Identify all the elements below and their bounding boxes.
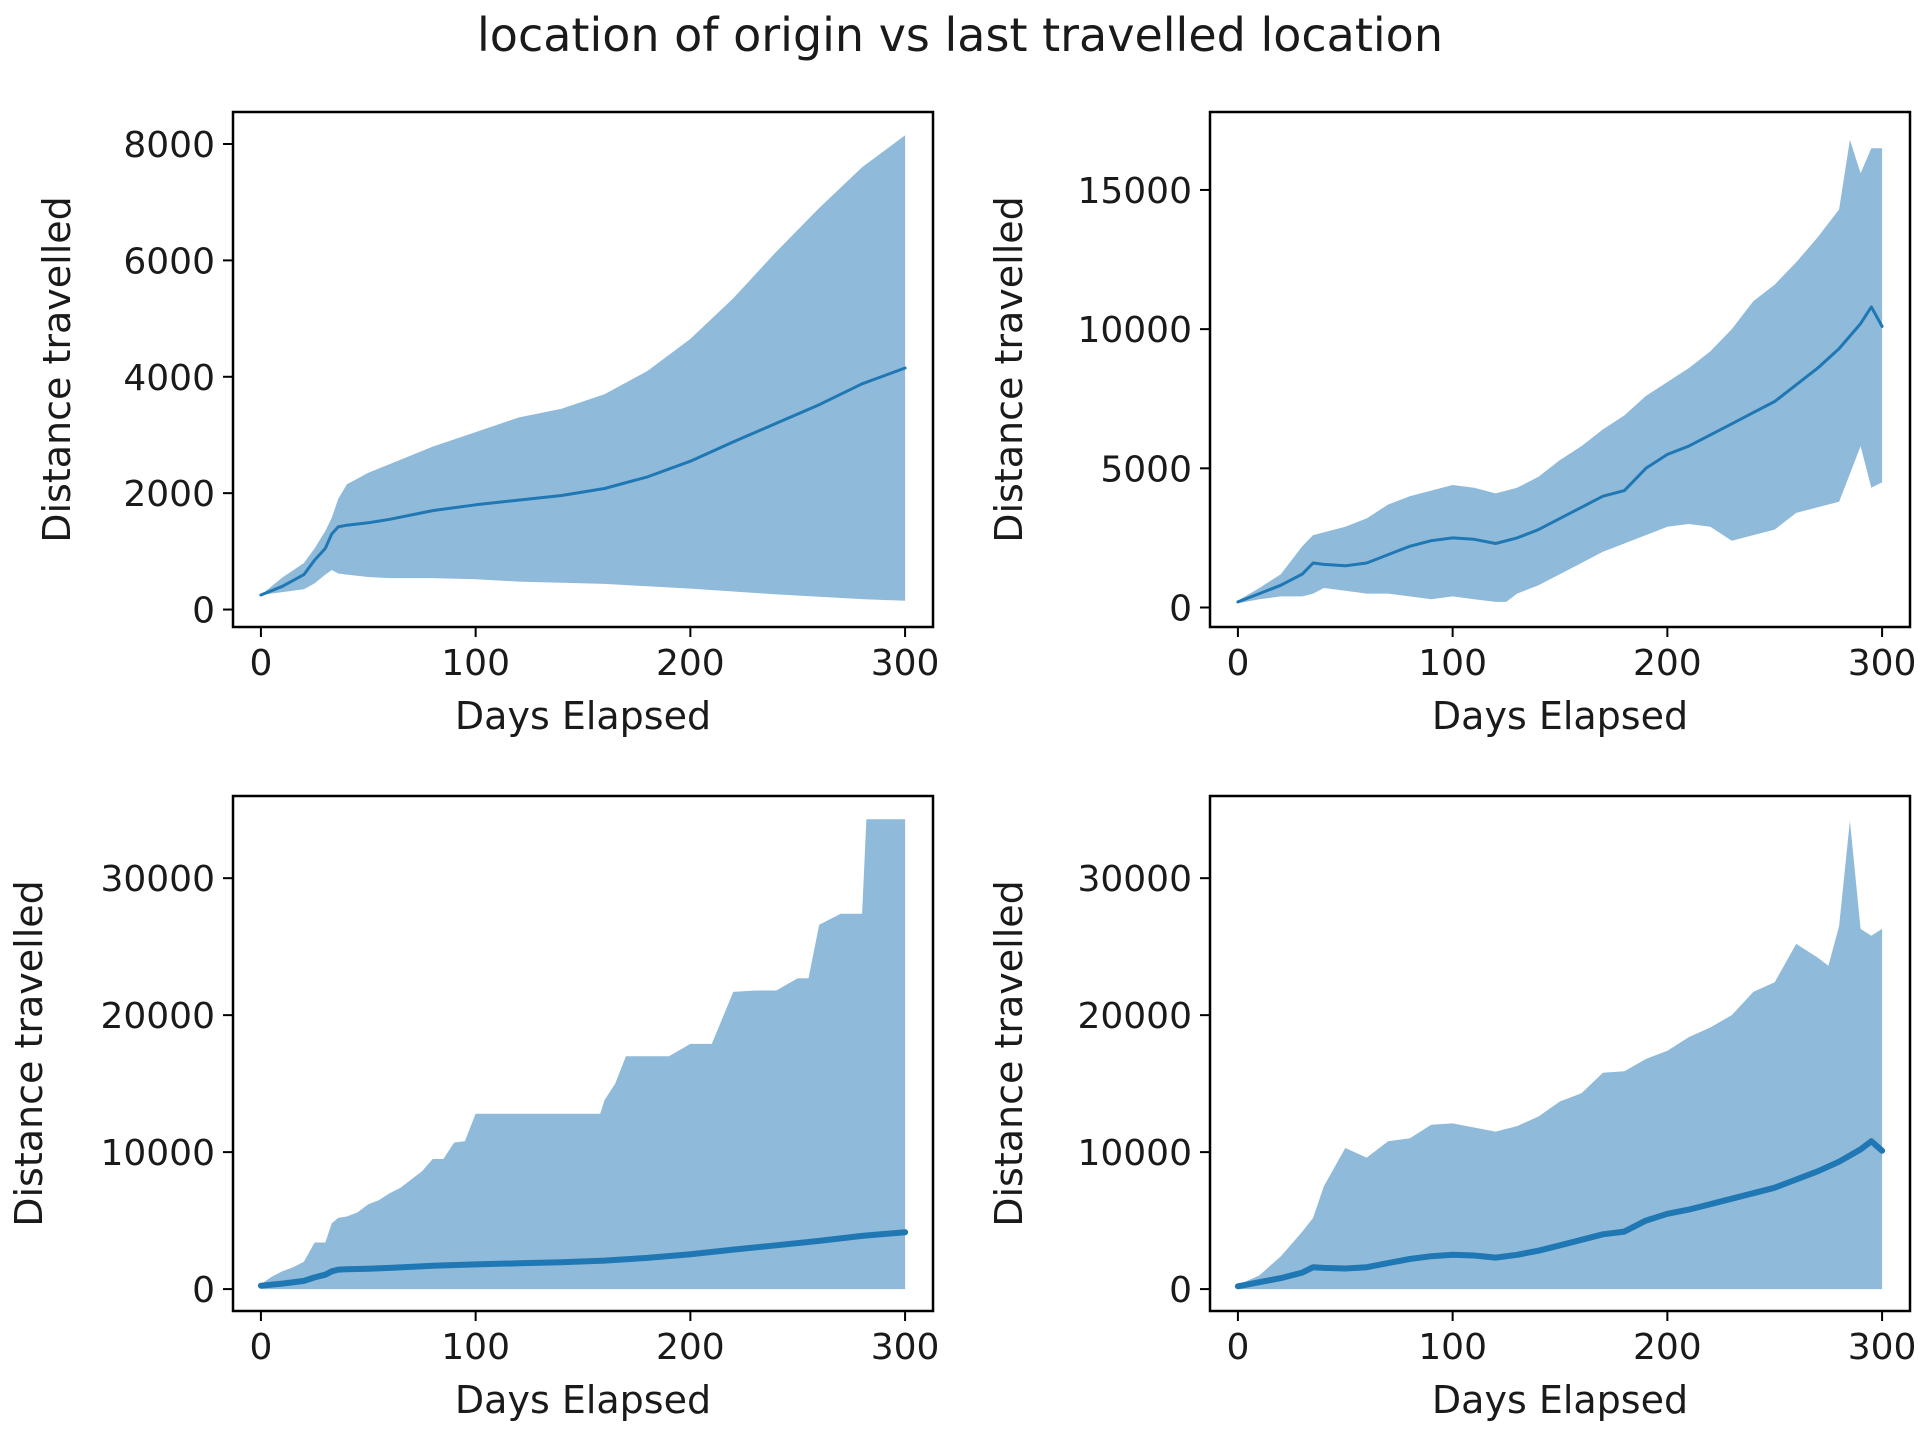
x-tick-label: 200 — [656, 1327, 725, 1368]
x-tick-label: 300 — [871, 643, 940, 684]
axes-frame — [231, 110, 935, 629]
subplot-top-left: 0 100 200 300 0 2000 4000 6000 8000 Days Elapsed D… — [35, 110, 940, 738]
x-axis-label: Days Elapsed — [455, 694, 711, 738]
mean-line — [257, 1229, 909, 1289]
x-tick-label: 0 — [249, 643, 272, 684]
subplot-bottom-right: 0 100 200 300 0 10000 20000 30000 Days Elapsed Di… — [987, 794, 1917, 1422]
subplot-top-right: 0 100 200 300 0 5000 10000 15000 Days Elapsed Dis… — [987, 110, 1917, 738]
y-tick-label: 10000 — [100, 1133, 215, 1174]
x-tick-label: 0 — [1226, 643, 1249, 684]
x-axis-label: Days Elapsed — [1432, 1378, 1688, 1422]
y-tick-label: 0 — [1169, 1270, 1192, 1311]
axes-frame — [1208, 110, 1912, 629]
x-tick-label: 300 — [1848, 1327, 1917, 1368]
y-tick-label: 20000 — [100, 996, 215, 1037]
axes-frame — [231, 794, 935, 1313]
x-tick-label: 200 — [1633, 643, 1702, 684]
x-axis-label: Days Elapsed — [1432, 694, 1688, 738]
x-tick-label: 200 — [656, 643, 725, 684]
y-tick-label: 0 — [192, 591, 215, 632]
range-band — [260, 135, 906, 601]
range-band — [260, 819, 906, 1290]
mean-line — [1236, 305, 1884, 604]
y-axis-label: Distance travelled — [987, 880, 1031, 1227]
mean-line — [1234, 1138, 1886, 1290]
axes-frame — [1208, 794, 1912, 1313]
y-tick-label: 0 — [192, 1270, 215, 1311]
x-tick-label: 300 — [871, 1327, 940, 1368]
y-axis-label: Distance travelled — [35, 196, 79, 543]
y-tick-label: 15000 — [1077, 171, 1192, 212]
mean-line — [259, 366, 907, 597]
y-tick-label: 6000 — [123, 241, 215, 282]
subplot-bottom-left: 0 100 200 300 0 10000 20000 30000 Days Elapsed Di… — [7, 794, 940, 1422]
y-tick-label: 4000 — [123, 358, 215, 399]
x-tick-label: 300 — [1848, 643, 1917, 684]
y-tick-label: 10000 — [1077, 310, 1192, 351]
y-tick-label: 30000 — [100, 859, 215, 900]
x-tick-label: 100 — [441, 643, 510, 684]
y-tick-label: 2000 — [123, 474, 215, 515]
range-band — [1237, 139, 1883, 604]
figure-title: location of origin vs last travelled loc… — [477, 8, 1443, 62]
x-tick-label: 0 — [1226, 1327, 1249, 1368]
y-tick-label: 10000 — [1077, 1133, 1192, 1174]
x-tick-label: 100 — [1418, 1327, 1487, 1368]
x-tick-label: 200 — [1633, 1327, 1702, 1368]
y-tick-label: 5000 — [1100, 449, 1192, 490]
y-axis-label: Distance travelled — [987, 196, 1031, 543]
range-band — [1237, 820, 1883, 1290]
x-tick-label: 100 — [441, 1327, 510, 1368]
y-tick-label: 0 — [1169, 589, 1192, 630]
x-axis-label: Days Elapsed — [455, 1378, 711, 1422]
x-tick-label: 100 — [1418, 643, 1487, 684]
y-axis-label: Distance travelled — [7, 880, 51, 1227]
y-tick-label: 30000 — [1077, 859, 1192, 900]
y-tick-label: 8000 — [123, 125, 215, 166]
x-tick-label: 0 — [249, 1327, 272, 1368]
y-tick-label: 20000 — [1077, 996, 1192, 1037]
